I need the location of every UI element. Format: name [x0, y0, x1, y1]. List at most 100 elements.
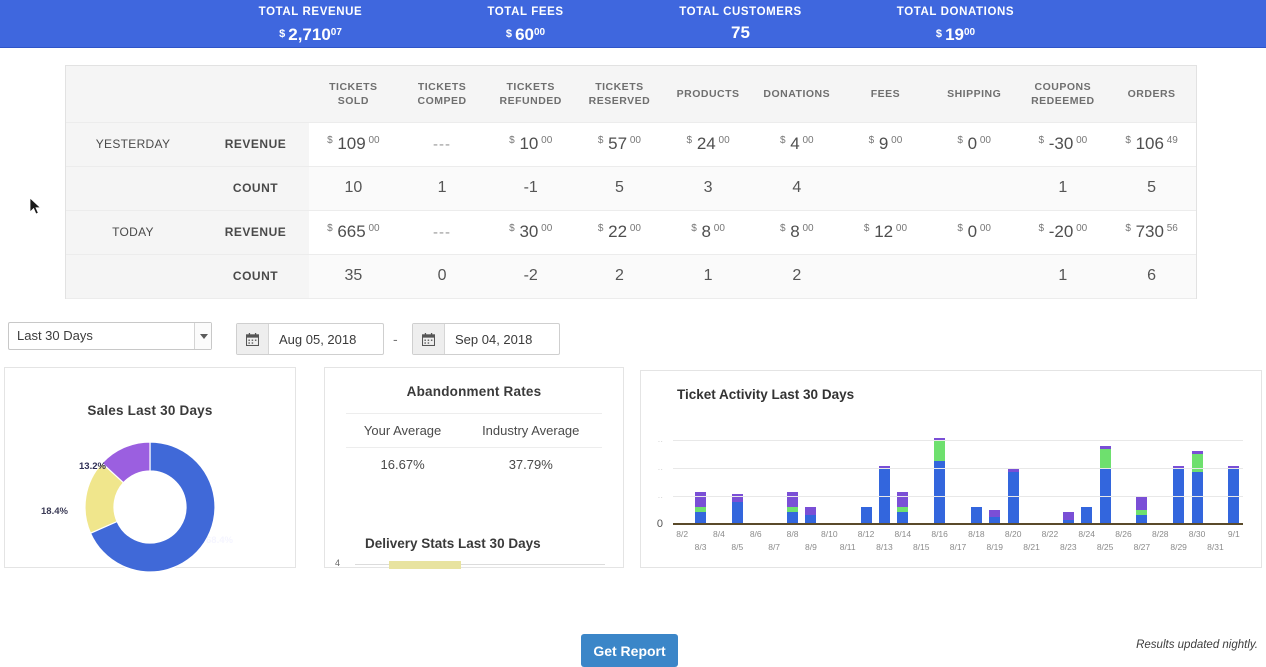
metrics-table: TICKETS SOLD TICKETS COMPED TICKETS REFUNDED T…	[66, 66, 1196, 299]
x-axis-label: 8/13	[876, 542, 893, 552]
bar-segment-sold	[1191, 471, 1203, 525]
metrics-header-shipping: SHIPPING	[929, 66, 1019, 123]
metrics-header-coupons-redeemed: COUPONS REDEEMED	[1018, 66, 1108, 123]
date-range-select-value: Last 30 Days	[17, 328, 93, 343]
ticket-activity-bars	[673, 413, 1243, 525]
x-axis-label: 8/2	[676, 529, 689, 539]
x-axis-label: 8/26	[1115, 529, 1132, 539]
metrics-cell: $ 57 00	[575, 122, 664, 167]
donut-slice-0	[89, 441, 216, 573]
start-date-field[interactable]: Aug 05, 2018	[236, 323, 384, 355]
metrics-header-donations: DONATIONS	[752, 66, 842, 123]
bar-segment-sold	[1228, 469, 1240, 525]
x-axis-label: 8/8	[786, 529, 799, 539]
metrics-cell: 2	[752, 254, 842, 299]
donut-label-1: 18.4%	[41, 506, 68, 517]
bar-8-30	[1191, 451, 1203, 525]
row-day-label: TODAY	[66, 210, 214, 255]
table-row: COUNT 35 0 -2 2 1 2 1 6	[66, 254, 1196, 299]
filter-bar: Last 30 Days Aug 05, 2018 -	[0, 312, 1266, 667]
summary-stat-label: TOTAL REVENUE	[258, 6, 363, 18]
x-axis-label: 8/28	[1151, 529, 1169, 539]
metrics-cell: $ 0 00	[929, 210, 1019, 255]
x-axis-label: 8/22	[1041, 529, 1059, 539]
x-axis-label: 8/5	[731, 542, 744, 552]
end-date-field[interactable]: Sep 04, 2018	[412, 323, 560, 355]
metrics-cell: $ 109 00	[309, 122, 398, 167]
bar-segment-sold	[787, 512, 799, 525]
x-axis-label: 8/21	[1023, 542, 1040, 552]
calendar-icon-start[interactable]	[237, 324, 269, 354]
metrics-cell: $ 8 00	[752, 210, 842, 255]
metrics-table-head: TICKETS SOLD TICKETS COMPED TICKETS REFUNDED T…	[66, 66, 1196, 123]
metrics-cell: $ 10 00	[486, 122, 576, 167]
metrics-cell: 35	[309, 254, 398, 299]
metrics-cell: $ 106 49	[1107, 122, 1196, 167]
metrics-cell: $ 0 00	[929, 122, 1019, 167]
x-axis-label: 8/17	[949, 542, 967, 552]
bar-segment-reserved	[1136, 509, 1148, 515]
donut-label-0: 68.4%	[206, 535, 233, 546]
metrics-cell: -1	[486, 166, 576, 211]
delivery-stats-axis-label: 4	[335, 558, 341, 568]
metrics-cell: $ 12 00	[841, 210, 930, 255]
metrics-cell: 3	[663, 166, 753, 211]
metrics-cell: $ 4 00	[752, 122, 842, 167]
bar-8-13	[878, 466, 890, 525]
x-axis-label: 8/10	[821, 529, 838, 539]
table-row: TODAY REVENUE $ 665 00 --- $ 30 00 $ 22 00 $ 8…	[66, 210, 1196, 255]
date-range-separator: -	[393, 331, 398, 347]
bar-segment-comped	[731, 494, 743, 503]
table-row: YESTERDAY REVENUE $ 109 00 --- $ 10 00 $ 57 0…	[66, 122, 1196, 167]
bar-segment-comped	[1173, 466, 1185, 469]
bar-segment-sold	[989, 517, 1001, 525]
metrics-cell: $ 730 56	[1107, 210, 1196, 255]
bar-segment-comped	[695, 491, 707, 508]
metrics-cell: $ 24 00	[663, 122, 753, 167]
gridline-22	[673, 468, 1243, 469]
summary-stat-2: TOTAL CUSTOMERS 75	[633, 4, 848, 44]
ticket-activity-plot: 0 ·· ·· ··	[657, 413, 1243, 530]
row-kind-label: COUNT	[214, 166, 309, 211]
metrics-cell: $ 8 00	[663, 210, 753, 255]
calendar-icon-end[interactable]	[413, 324, 445, 354]
row-kind-label: REVENUE	[214, 122, 309, 167]
ticket-activity-baseline	[673, 523, 1243, 525]
summary-stat-value: $ 1900	[935, 25, 976, 44]
abandonment-header-row: Your Average Industry Average	[345, 413, 603, 448]
bar-segment-sold	[805, 514, 817, 525]
bar-8-29	[1173, 466, 1185, 525]
bar-segment-comped	[934, 438, 946, 441]
metrics-cell: -2	[486, 254, 576, 299]
header-kind-column	[214, 66, 309, 123]
x-axis-label: 8/15	[912, 542, 930, 552]
bar-segment-sold	[1081, 507, 1093, 525]
bar-segment-comped	[787, 491, 799, 508]
bar-8-18	[970, 507, 982, 525]
start-date-value: Aug 05, 2018	[279, 331, 357, 347]
delivery-stats-bar	[355, 561, 605, 569]
date-range-select[interactable]: Last 30 Days	[8, 322, 212, 350]
abandonment-header-industry-average: Industry Average	[459, 413, 603, 448]
metrics-header-tickets-comped: TICKETS COMPED	[397, 66, 487, 123]
bar-segment-comped	[1099, 446, 1111, 449]
row-kind-label: REVENUE	[214, 210, 309, 255]
x-axis-label: 8/30	[1188, 529, 1206, 539]
bar-segment-comped	[878, 466, 890, 469]
bar-8-3	[695, 491, 707, 525]
mouse-cursor	[30, 198, 42, 215]
bar-8-24	[1081, 507, 1093, 525]
y-axis-tick: ··	[657, 493, 663, 502]
x-axis-label: 8/7	[768, 542, 781, 552]
metrics-cell: 1	[663, 254, 753, 299]
sales-donut-chart: 68.4% 18.4% 13.2%	[5, 432, 295, 573]
metrics-cell: 4	[752, 166, 842, 211]
chevron-down-icon[interactable]	[194, 323, 211, 349]
metrics-header-products: PRODUCTS	[663, 66, 753, 123]
x-axis-label: 8/18	[968, 529, 985, 539]
gridline-33	[673, 440, 1243, 441]
bar-segment-sold	[934, 461, 946, 525]
x-axis-label: 8/24	[1078, 529, 1095, 539]
get-report-button[interactable]: Get Report	[581, 634, 678, 667]
x-axis-label: 8/31	[1207, 542, 1224, 552]
